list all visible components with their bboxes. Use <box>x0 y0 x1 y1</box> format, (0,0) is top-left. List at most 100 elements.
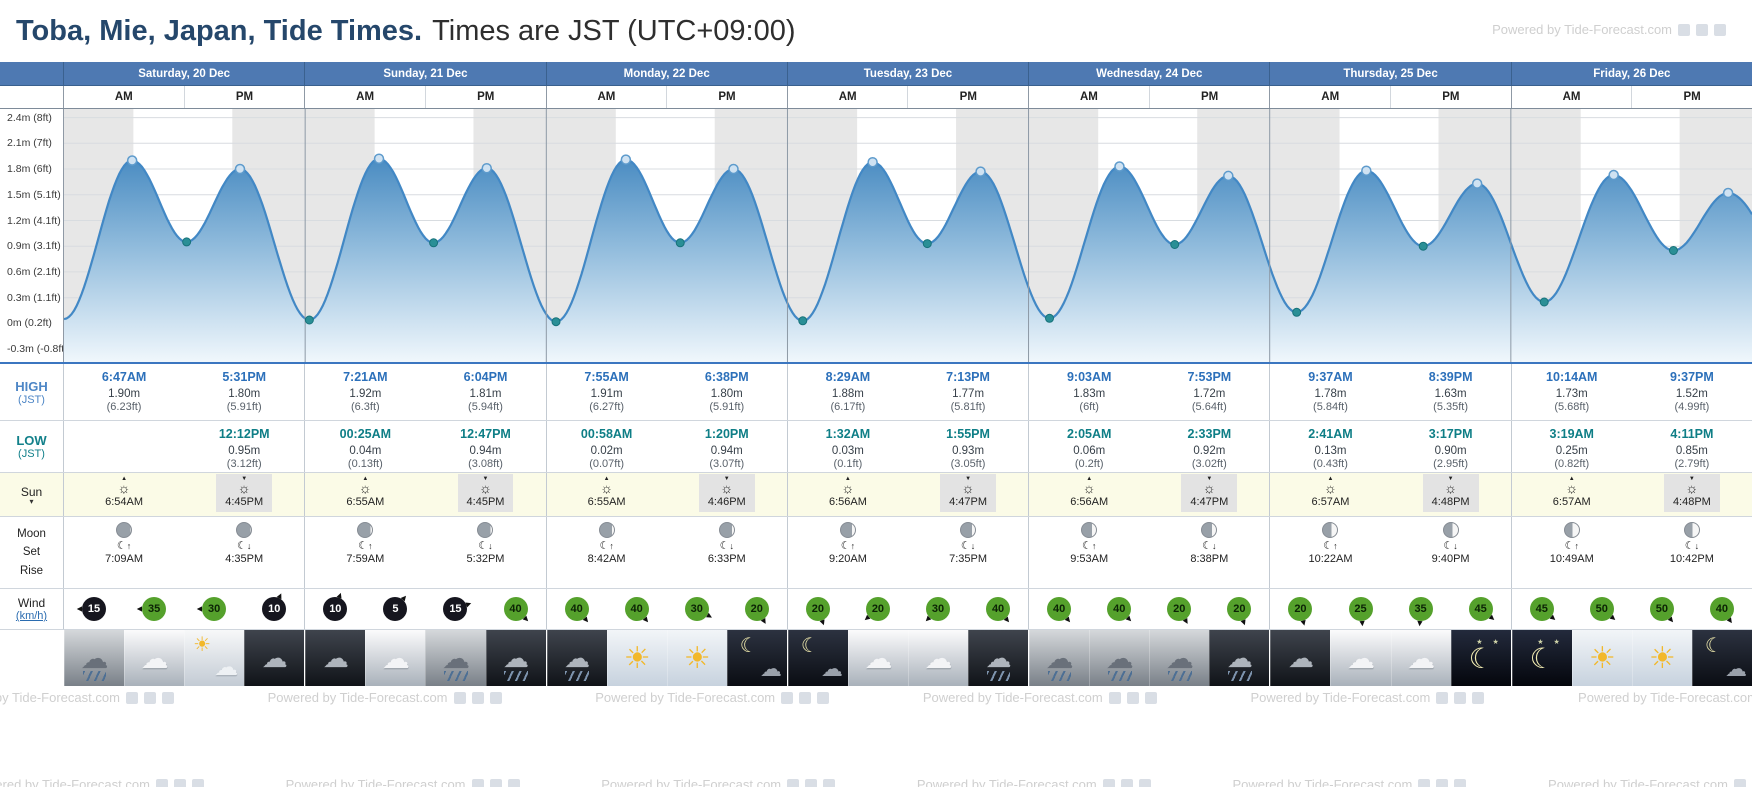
wind-unit-link[interactable]: (km/h) <box>15 610 48 622</box>
social-icon <box>1144 691 1157 704</box>
sunrise-icon <box>359 477 372 495</box>
wind-speed: 40 <box>1715 603 1729 615</box>
low-height-m: 0.13m <box>1314 444 1347 457</box>
high-height-ft: (6.27ft) <box>589 401 625 413</box>
low-time: 00:58AM <box>580 427 633 441</box>
y-axis-tick: 0.9m (3.1ft) <box>7 240 61 253</box>
low-tide-marker <box>429 238 439 248</box>
wind-speed: 10 <box>268 603 281 615</box>
weather-icon-night-clear <box>1450 630 1511 686</box>
wind-direction-arrow <box>274 589 287 602</box>
social-icon <box>1436 691 1449 704</box>
moon-time: 9:53AM <box>1070 553 1109 565</box>
weather-icon-sun <box>666 630 727 686</box>
high-row-label: HIGH (JST) <box>15 378 48 406</box>
low-tide-marker <box>304 315 314 325</box>
y-axis-tick: 0m (0.2ft) <box>7 317 52 330</box>
weather-icon-rain <box>425 630 486 686</box>
wind-speed: 20 <box>1294 603 1307 615</box>
watermark-text: Powered by Tide-Forecast.com <box>1492 22 1672 37</box>
wind-badge: 20 <box>1288 597 1313 621</box>
sunrise-time: 6:56AM <box>828 496 867 508</box>
weather-icon-cloud <box>847 630 908 686</box>
moon-phase-icon <box>960 522 977 538</box>
wind-speed: 45 <box>1474 603 1487 615</box>
moonrise-icon <box>358 541 372 552</box>
moon-event: 8:42AM <box>588 517 626 565</box>
wind-badge: 40 <box>1709 597 1734 621</box>
moon-time: 8:42AM <box>587 553 626 565</box>
wind-badge: 10 <box>323 597 348 621</box>
moon-row-label: Moon Set Rise <box>17 527 46 577</box>
wind-badge: 50 <box>1649 597 1674 621</box>
am-label: AM <box>597 91 616 103</box>
page-title-suffix: Times are JST (UTC+09:00) <box>432 14 796 47</box>
moon-time: 8:38PM <box>1190 553 1229 565</box>
sunset-time: 4:47PM <box>1190 496 1229 508</box>
high-height-ft: (5.91ft) <box>226 401 262 413</box>
moonset-icon <box>237 541 251 552</box>
low-tide-event: 2:33PM 0.92m (3.02ft) <box>1187 421 1231 472</box>
tide-area <box>64 158 1752 362</box>
high-time: 8:39PM <box>1428 370 1473 384</box>
moonset-icon <box>1443 541 1457 552</box>
social-icon <box>1678 23 1690 36</box>
low-height-ft: (3.12ft) <box>226 458 262 470</box>
weather-icon-cloud <box>908 630 969 686</box>
sunset-icon <box>1203 477 1216 495</box>
low-height-m: 0.90m <box>1434 444 1467 457</box>
high-tide-event: 6:04PM 1.81m (5.94ft) <box>464 364 508 415</box>
wind-direction-arrow <box>817 617 830 630</box>
high-height-m: 1.77m <box>952 387 985 400</box>
social-icon <box>787 778 800 787</box>
weather-icon-sun <box>606 630 667 686</box>
watermark: Powered by Tide-Forecast.com <box>595 690 830 705</box>
moon-phase-icon <box>1563 522 1580 538</box>
moonset-icon <box>478 541 492 552</box>
pm-label: PM <box>424 86 546 108</box>
bottom-watermark-area: Powered by Tide-Forecast.com Powered by T… <box>0 686 1752 787</box>
y-axis-tick: 1.8m (6ft) <box>7 163 52 175</box>
high-time: 9:37AM <box>1308 370 1353 384</box>
low-tide-event: 3:17PM 0.90m (2.95ft) <box>1429 421 1473 472</box>
watermark-text: Powered by Tide-Forecast.com <box>285 777 466 787</box>
weather-icon-night-clear <box>1511 630 1572 686</box>
sunrise-icon <box>1324 477 1337 495</box>
social-icon <box>143 691 156 704</box>
social-icon <box>161 691 174 704</box>
high-time: 7:55AM <box>584 370 629 384</box>
sunrise: 6:55AM <box>346 473 384 508</box>
weather-icon-night-rain <box>546 630 607 686</box>
weather-icon-night-partly <box>1691 630 1752 686</box>
sunset: 4:48PM <box>1422 474 1479 512</box>
am-label: AM <box>114 91 133 103</box>
wind-badge: 30 <box>926 597 950 621</box>
high-time: 8:29AM <box>825 370 871 384</box>
social-icon <box>191 778 204 787</box>
high-tide-event: 7:53PM 1.72m (5.64ft) <box>1187 364 1231 415</box>
high-tide-event: 5:31PM 1.80m (5.91ft) <box>222 364 266 415</box>
sunset-time: 4:47PM <box>949 496 988 508</box>
social-icon <box>1733 778 1746 787</box>
wind-speed: 20 <box>1233 603 1246 615</box>
wind-badge: 50 <box>1589 597 1614 621</box>
wind-direction-arrow <box>74 604 84 614</box>
low-height-ft: (0.43ft) <box>1313 458 1348 470</box>
high-time: 9:37PM <box>1670 370 1714 384</box>
moon-phase-icon <box>477 522 494 538</box>
wind-direction-arrow <box>1546 612 1560 626</box>
tide-curve <box>64 157 1752 323</box>
high-time: 5:31PM <box>222 370 267 384</box>
wind-direction-arrow <box>1238 617 1251 630</box>
moon-phase-icon <box>236 522 253 538</box>
high-tide-event: 9:37PM 1.52m (4.99ft) <box>1670 364 1714 415</box>
low-height-m: 0.25m <box>1555 444 1588 457</box>
moon-event: 9:53AM <box>1070 517 1108 565</box>
moon-time: 6:33PM <box>707 553 746 565</box>
moon-time: 10:22AM <box>1308 553 1353 565</box>
low-time: 1:55PM <box>946 427 990 441</box>
watermark-text: Powered by Tide-Forecast.com <box>1548 777 1728 787</box>
moon-phase-icon <box>1683 522 1700 538</box>
chevron-down-icon[interactable]: ▾ <box>29 496 34 506</box>
